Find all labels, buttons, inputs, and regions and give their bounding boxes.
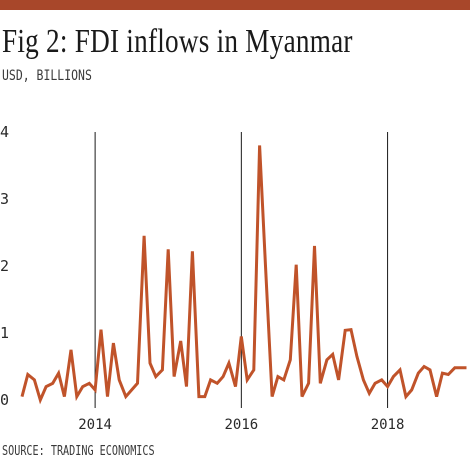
vertical-gridlines (94, 132, 389, 408)
y-tick-label-2: 2 (0, 257, 9, 275)
x-axis-tick-labels: 2014 2016 2018 (78, 417, 404, 433)
top-accent-bar (0, 0, 470, 10)
y-tick-label-1: 1 (0, 324, 9, 342)
source-note: SOURCE: TRADING ECONOMICS (2, 444, 155, 459)
x-tick-label-2018: 2018 (371, 417, 405, 433)
chart-title: Fig 2: FDI inflows in Myanmar (2, 23, 353, 60)
y-tick-label-3: 3 (0, 190, 9, 208)
y-axis-tick-labels: 0 1 2 3 4 (0, 123, 9, 409)
chart-subtitle: USD, BILLIONS (2, 68, 92, 84)
series-line-fdi (20, 145, 467, 405)
y-tick-label-4: 4 (0, 123, 9, 141)
y-tick-label-0: 0 (0, 391, 9, 409)
x-tick-label-2014: 2014 (78, 417, 112, 433)
x-tick-label-2016: 2016 (224, 417, 258, 433)
